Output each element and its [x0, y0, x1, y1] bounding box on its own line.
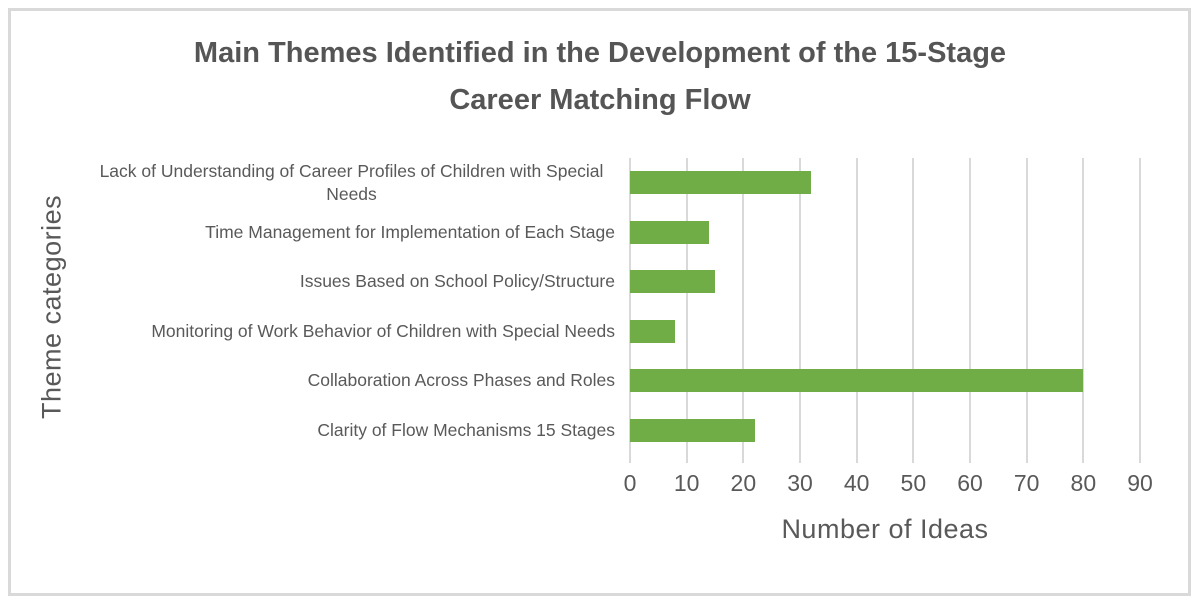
tick-mark: [1025, 455, 1028, 463]
tick-mark: [742, 455, 745, 463]
x-tick-label: 80: [1070, 470, 1097, 496]
category-label: Time Management for Implementation of Ea…: [205, 221, 615, 242]
x-tick-label: 40: [843, 470, 870, 496]
bar: [630, 220, 710, 244]
category-label: Issues Based on School Policy/Structure: [299, 271, 615, 292]
bar-row: [630, 208, 1140, 258]
category-label: Monitoring of Work Behavior of Children …: [151, 320, 615, 341]
x-tick-label: 0: [623, 470, 637, 496]
gridline: [969, 158, 971, 455]
bar: [630, 418, 755, 442]
x-tick-label: 50: [900, 470, 927, 496]
tick-mark: [912, 455, 915, 463]
gridline: [685, 158, 688, 455]
x-tick-label: 20: [730, 470, 757, 496]
tick-mark: [685, 455, 688, 463]
x-axis-ticks: 0 10 20 30 40 50 60 70 80 90: [624, 470, 1153, 500]
bar: [630, 171, 812, 195]
tick-mark: [1082, 455, 1085, 463]
x-tick-label: 30: [787, 470, 813, 496]
gridline: [629, 158, 631, 455]
bar: [630, 319, 676, 343]
chart-border: [8, 8, 1191, 596]
tick-mark: [855, 455, 858, 463]
gridline: [1025, 158, 1028, 455]
tick-mark: [629, 455, 631, 463]
category-axis: Lack of Understanding of Career Profiles…: [88, 158, 625, 455]
gridline: [1082, 158, 1085, 455]
chart-title: Main Themes Identified in the Developmen…: [193, 37, 1007, 116]
bar-row: [630, 158, 1140, 208]
y-axis-title: Theme categories: [36, 194, 67, 419]
tick-mark: [1139, 455, 1141, 463]
x-tick-label: 60: [957, 470, 983, 496]
category-label: Collaboration Across Phases and Roles: [307, 370, 615, 391]
tick-mark: [799, 455, 801, 463]
bar-row: [630, 356, 1140, 406]
gridline: [742, 158, 745, 455]
category-label: Clarity of Flow Mechanisms 15 Stages: [317, 419, 615, 440]
x-tick-label: 70: [1013, 470, 1040, 496]
x-tick-label: 10: [673, 470, 700, 496]
gridline: [912, 158, 915, 455]
gridline: [1139, 158, 1141, 455]
bar-row: [630, 257, 1140, 307]
gridline: [799, 158, 801, 455]
bar-row: [630, 307, 1140, 357]
x-axis-title: Number of Ideas: [781, 514, 989, 544]
bar: [630, 270, 715, 294]
bar-series: [630, 158, 1140, 455]
gridline: [855, 158, 858, 455]
bar: [630, 369, 1084, 393]
plot-area: [629, 158, 1141, 463]
tick-mark: [969, 455, 971, 463]
x-tick-label: 90: [1127, 470, 1153, 496]
bar-row: [630, 406, 1140, 456]
category-label: Lack of Understanding of Career Profiles…: [99, 160, 604, 204]
